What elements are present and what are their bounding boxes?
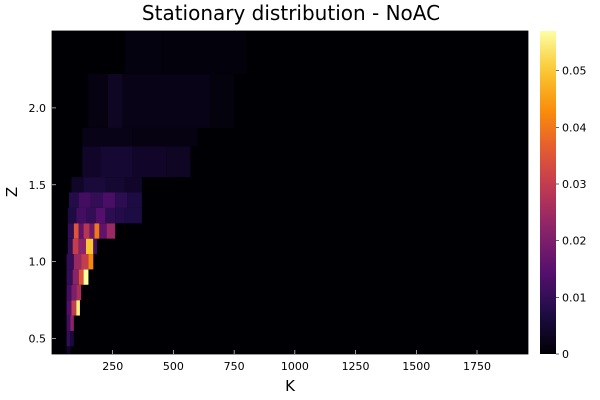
heatmap-cell-7-3: [86, 238, 94, 255]
colorbar-ticks: 0 0.01 0.02 0.03 0.04 0.05: [556, 65, 587, 361]
colorbar-tick-label: 0.04: [562, 121, 587, 134]
y-tick-label: 1.0: [29, 256, 47, 269]
heatmap-cell-8-2: [78, 223, 84, 239]
heatmap-cell-8-3: [83, 223, 90, 239]
colorbar-tick-label: 0: [562, 348, 569, 361]
heatmap-cell-12-1: [100, 146, 133, 178]
x-tick-label: 1750: [463, 360, 491, 373]
heatmap-cell-8-1: [73, 223, 79, 239]
heatmap-cell-8-7: [106, 223, 116, 239]
heatmap-cell-3-2: [76, 300, 80, 316]
x-tick-label: 1000: [281, 360, 309, 373]
heatmap-cells: [66, 31, 247, 354]
heatmap-cell-10-4: [115, 192, 128, 208]
y-axis-ticks: 0.5 1.0 1.5 2.0: [29, 102, 56, 346]
x-tick-label: 1250: [342, 360, 370, 373]
colorbar: [540, 31, 556, 354]
heatmap-cell-6-0: [66, 254, 74, 270]
heatmap-cell-4-1: [71, 284, 77, 301]
heatmap-cell-8-6: [99, 223, 107, 239]
heatmap-cell-12-2: [132, 146, 167, 178]
heatmap-cell-14-0: [88, 74, 108, 128]
plot-frame: [51, 30, 529, 355]
heatmap-cell-9-4: [105, 207, 116, 224]
y-tick-label: 2.0: [29, 102, 47, 115]
heatmap-cell-8-5: [94, 223, 100, 239]
heatmap-cell-2-0: [66, 315, 71, 331]
heatmap-cell-13-1: [132, 127, 198, 147]
heatmap-cell-5-0: [66, 269, 73, 285]
heatmap-cell-1-0: [66, 330, 71, 347]
heatmap-cell-8-4: [89, 223, 95, 239]
y-tick-label: 1.5: [29, 179, 47, 192]
heatmap-cell-10-1: [78, 192, 91, 208]
heatmap-cell-12-0: [82, 146, 101, 178]
chart-title: Stationary distribution - NoAC: [142, 1, 440, 25]
heatmap-cell-9-5: [115, 207, 125, 224]
heatmap-cell-9-6: [124, 207, 142, 224]
heatmap-cell-13-0: [82, 127, 133, 147]
heatmap-cell-8-0: [67, 223, 74, 239]
heatmap-cell-11-1: [83, 177, 106, 193]
x-axis-ticks: 250 500 750 1000 1250 1500 1750: [102, 350, 491, 373]
colorbar-tick-label: 0.03: [562, 178, 587, 191]
heatmap-cell-6-2: [81, 254, 89, 270]
heatmap-cell-10-5: [127, 192, 142, 208]
colorbar-tick-label: 0.01: [562, 291, 587, 304]
heatmap-cell-14-2: [122, 74, 210, 128]
heatmap-cell-7-0: [67, 238, 73, 255]
heatmap-cell-9-1: [76, 207, 86, 224]
heatmap-cell-4-0: [66, 284, 72, 301]
heatmap-cell-3-1: [71, 300, 77, 316]
heatmap-cell-11-0: [71, 177, 84, 193]
heatmap-cell-7-2: [78, 238, 86, 255]
x-tick-label: 500: [163, 360, 184, 373]
heatmap-cell-3-0: [66, 300, 72, 316]
heatmap-cell-11-3: [124, 177, 142, 193]
heatmap-cell-11-2: [105, 177, 125, 193]
x-tick-label: 750: [224, 360, 245, 373]
heatmap-cell-6-3: [88, 254, 94, 270]
heatmap-cell-12-3: [166, 146, 191, 178]
colorbar-tick-label: 0.02: [562, 235, 587, 248]
heatmap-cell-5-1: [72, 269, 79, 285]
x-tick-label: 250: [102, 360, 123, 373]
heatmap-cell-0-0: [66, 346, 71, 354]
heatmap-cell-15-0: [124, 31, 162, 75]
heatmap-cell-4-2: [76, 284, 82, 301]
heatmap-cell-10-0: [69, 192, 79, 208]
heatmap-cell-15-1: [161, 31, 247, 75]
heatmap-cell-9-0: [67, 207, 77, 224]
heatmap-cell-5-2: [78, 269, 84, 285]
x-tick-label: 1500: [402, 360, 430, 373]
heatmap-cell-1-1: [70, 330, 74, 347]
heatmap-cell-9-3: [95, 207, 106, 224]
x-axis-label: K: [285, 377, 296, 395]
heatmap-cell-10-3: [103, 192, 116, 208]
heatmap-cell-9-2: [86, 207, 96, 224]
colorbar-tick-label: 0.05: [562, 65, 587, 78]
heatmap-cell-14-1: [107, 74, 123, 128]
heatmap-cell-2-1: [70, 315, 74, 331]
heatmap-cell-7-4: [93, 238, 97, 255]
y-tick-label: 0.5: [29, 333, 47, 346]
y-axis-label: Z: [3, 187, 21, 197]
heatmap-cell-6-1: [73, 254, 82, 270]
heatmap-cell-10-2: [90, 192, 103, 208]
heatmap-cell-5-3: [83, 269, 89, 285]
heatmap-cell-7-1: [72, 238, 79, 255]
heatmap-cell-14-3: [209, 74, 235, 128]
